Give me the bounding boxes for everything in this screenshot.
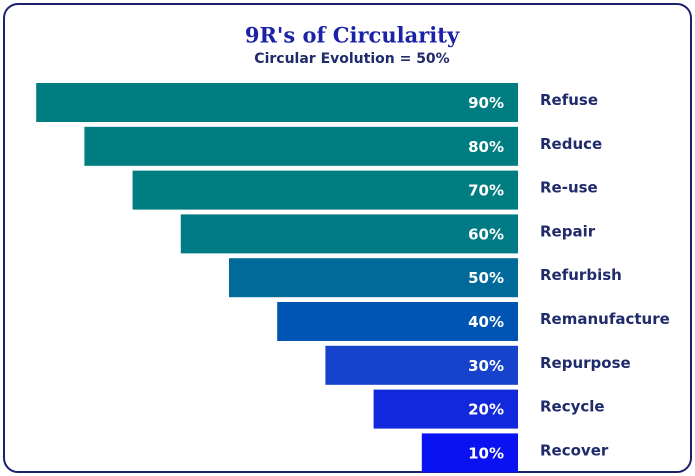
value-label: 60%	[468, 225, 504, 243]
bar	[132, 170, 518, 210]
value-label: 80%	[468, 138, 504, 156]
value-label: 30%	[468, 357, 504, 375]
bar	[277, 302, 518, 341]
category-label: Recover	[540, 441, 609, 459]
category-label: Refuse	[540, 91, 598, 109]
category-label: Repair	[540, 222, 596, 240]
value-label: 10%	[468, 444, 504, 462]
category-label: Reduce	[540, 135, 602, 153]
category-label: Re-use	[540, 179, 598, 197]
value-label: 40%	[468, 313, 504, 331]
chart-title: 9R's of Circularity	[245, 23, 460, 48]
bar	[36, 83, 518, 122]
value-label: 20%	[468, 401, 504, 419]
bar	[84, 126, 519, 166]
bar	[421, 433, 518, 473]
value-label: 50%	[468, 269, 504, 287]
chart-subtitle: Circular Evolution = 50%	[254, 51, 449, 67]
value-label: 90%	[468, 94, 504, 112]
category-label: Remanufacture	[540, 310, 670, 328]
bar	[180, 214, 519, 254]
category-label: Repurpose	[540, 354, 631, 372]
value-label: 70%	[468, 182, 504, 200]
bar	[373, 389, 518, 429]
bar	[325, 345, 518, 385]
bar	[229, 258, 518, 298]
category-label: Recycle	[540, 398, 605, 416]
category-label: Refurbish	[540, 266, 622, 284]
